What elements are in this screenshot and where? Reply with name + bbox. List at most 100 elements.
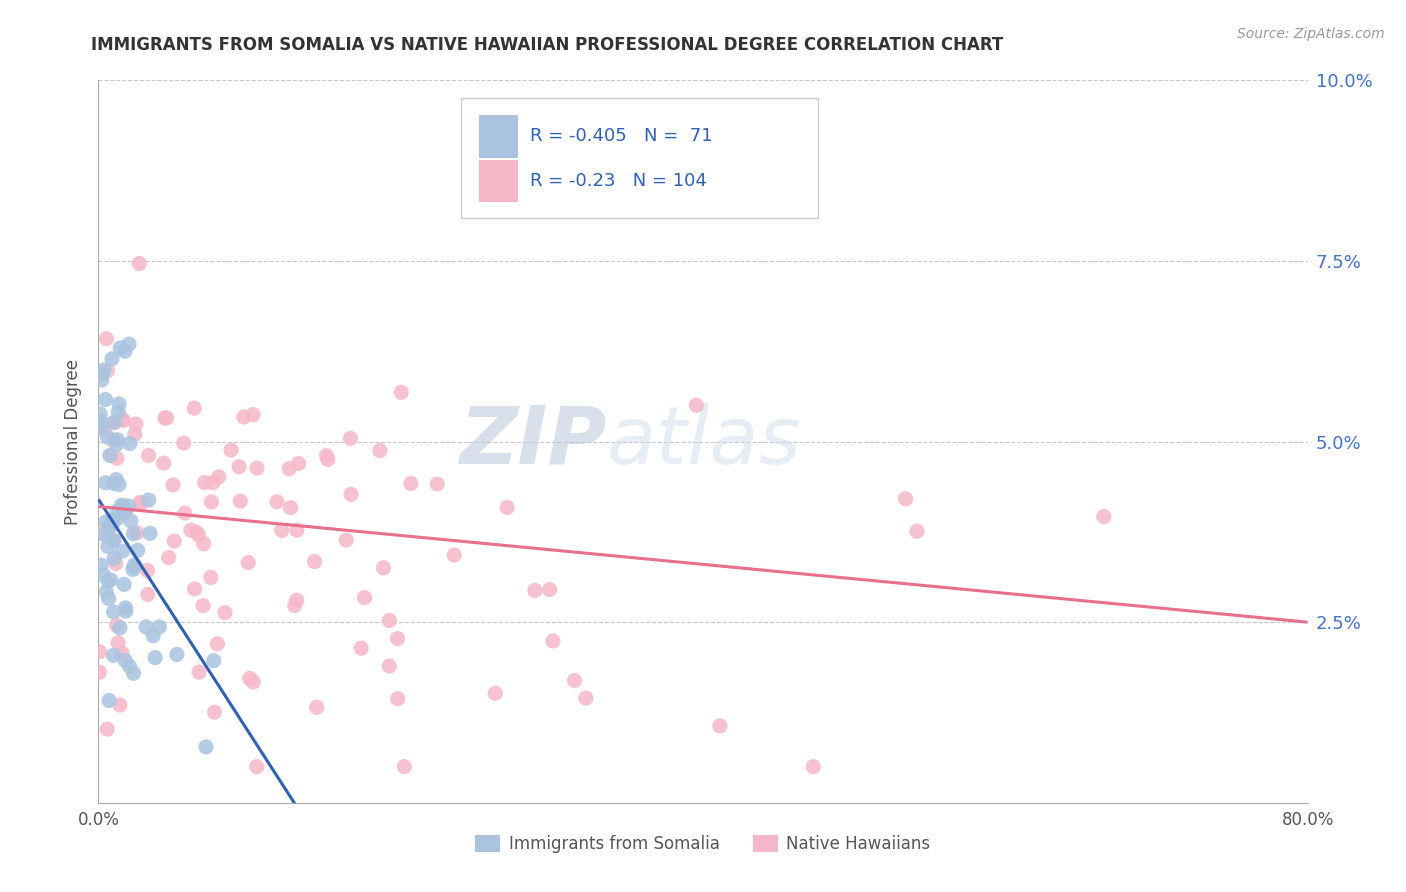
Point xyxy=(103,416,125,430)
Point xyxy=(801,760,824,774)
FancyBboxPatch shape xyxy=(479,160,517,202)
Text: IMMIGRANTS FROM SOMALIA VS NATIVE HAWAIIAN PROFESSIONAL DEGREE CORRELATION CHART: IMMIGRANTS FROM SOMALIA VS NATIVE HAWAII… xyxy=(91,36,1004,54)
Point xyxy=(246,461,269,475)
Point xyxy=(335,533,357,548)
Point xyxy=(143,650,166,665)
Point xyxy=(135,620,157,634)
Point xyxy=(89,407,111,421)
Point xyxy=(129,496,152,510)
Point xyxy=(101,533,124,548)
Text: Source: ZipAtlas.com: Source: ZipAtlas.com xyxy=(1237,27,1385,41)
Point xyxy=(89,645,111,659)
Point xyxy=(186,525,208,540)
Point xyxy=(239,671,262,685)
Point xyxy=(280,500,302,515)
Point xyxy=(103,433,125,447)
Point xyxy=(426,477,449,491)
Point xyxy=(107,405,129,419)
Point xyxy=(173,436,195,450)
Point xyxy=(118,436,141,450)
Point xyxy=(122,562,145,576)
Point xyxy=(117,499,139,513)
Point xyxy=(270,524,292,538)
Point xyxy=(496,500,519,515)
Point xyxy=(103,476,125,491)
Point xyxy=(124,558,146,573)
Point xyxy=(214,606,236,620)
Point xyxy=(129,495,152,509)
Point xyxy=(105,504,128,518)
Point xyxy=(108,397,131,411)
Point xyxy=(305,700,328,714)
Point xyxy=(564,673,586,688)
Point xyxy=(94,475,117,490)
Point xyxy=(378,659,401,673)
Point xyxy=(122,666,145,681)
Point xyxy=(204,705,226,719)
Point xyxy=(200,495,222,509)
Point xyxy=(90,421,112,435)
Point xyxy=(228,459,250,474)
Point xyxy=(242,675,264,690)
Point xyxy=(103,605,125,619)
Point xyxy=(93,568,115,582)
Point xyxy=(127,543,149,558)
FancyBboxPatch shape xyxy=(479,115,517,158)
Point xyxy=(104,557,127,571)
Point xyxy=(685,398,707,412)
Point xyxy=(202,654,225,668)
Point xyxy=(201,475,224,490)
Point xyxy=(105,437,128,451)
Point xyxy=(148,620,170,634)
Point xyxy=(905,524,928,539)
Point xyxy=(112,413,135,427)
Point xyxy=(538,582,561,597)
Point xyxy=(90,373,112,387)
Point xyxy=(378,614,401,628)
Point xyxy=(399,476,422,491)
Point xyxy=(162,478,184,492)
Point xyxy=(114,344,136,359)
Point xyxy=(709,719,731,733)
Point xyxy=(103,533,125,548)
Point xyxy=(128,256,150,270)
Point xyxy=(238,556,260,570)
Point xyxy=(266,495,288,509)
Point xyxy=(208,470,231,484)
Point xyxy=(484,686,506,700)
Point xyxy=(107,636,129,650)
Point xyxy=(575,691,598,706)
Point xyxy=(122,559,145,574)
Point xyxy=(373,561,395,575)
Point xyxy=(315,449,337,463)
Point xyxy=(122,526,145,541)
Point xyxy=(183,401,205,416)
Point xyxy=(153,411,176,425)
Point xyxy=(142,629,165,643)
Point xyxy=(188,665,211,680)
Point xyxy=(284,599,307,613)
Point xyxy=(125,525,148,540)
Point xyxy=(229,494,252,508)
Point xyxy=(200,570,222,584)
Point xyxy=(187,528,209,542)
Point xyxy=(96,585,118,599)
Point xyxy=(285,593,308,607)
Point xyxy=(108,621,131,635)
Point xyxy=(118,659,141,673)
Point xyxy=(278,461,301,475)
Point xyxy=(112,577,135,591)
Point xyxy=(110,498,132,512)
Point xyxy=(103,551,125,566)
Point xyxy=(120,514,142,528)
Point xyxy=(136,564,159,578)
Point xyxy=(97,430,120,444)
Point xyxy=(136,587,159,601)
Point xyxy=(191,599,214,613)
Point xyxy=(89,665,111,680)
Point xyxy=(339,431,361,445)
Point xyxy=(98,449,121,463)
Point xyxy=(108,477,131,491)
Point xyxy=(285,523,308,537)
Point xyxy=(219,443,242,458)
